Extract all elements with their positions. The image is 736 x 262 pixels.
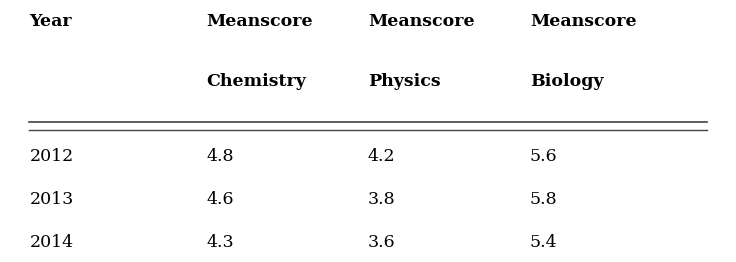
Text: 2014: 2014: [29, 234, 74, 252]
Text: 2012: 2012: [29, 148, 74, 165]
Text: 4.3: 4.3: [206, 234, 234, 252]
Text: 4.6: 4.6: [206, 191, 233, 208]
Text: Meanscore: Meanscore: [530, 13, 637, 30]
Text: 4.8: 4.8: [206, 148, 233, 165]
Text: 2013: 2013: [29, 191, 74, 208]
Text: 4.2: 4.2: [368, 148, 396, 165]
Text: 5.4: 5.4: [530, 234, 558, 252]
Text: Meanscore: Meanscore: [206, 13, 313, 30]
Text: Chemistry: Chemistry: [206, 73, 306, 90]
Text: 3.6: 3.6: [368, 234, 396, 252]
Text: 5.8: 5.8: [530, 191, 558, 208]
Text: Year: Year: [29, 13, 72, 30]
Text: Meanscore: Meanscore: [368, 13, 475, 30]
Text: Physics: Physics: [368, 73, 441, 90]
Text: 3.8: 3.8: [368, 191, 396, 208]
Text: 5.6: 5.6: [530, 148, 558, 165]
Text: Biology: Biology: [530, 73, 604, 90]
